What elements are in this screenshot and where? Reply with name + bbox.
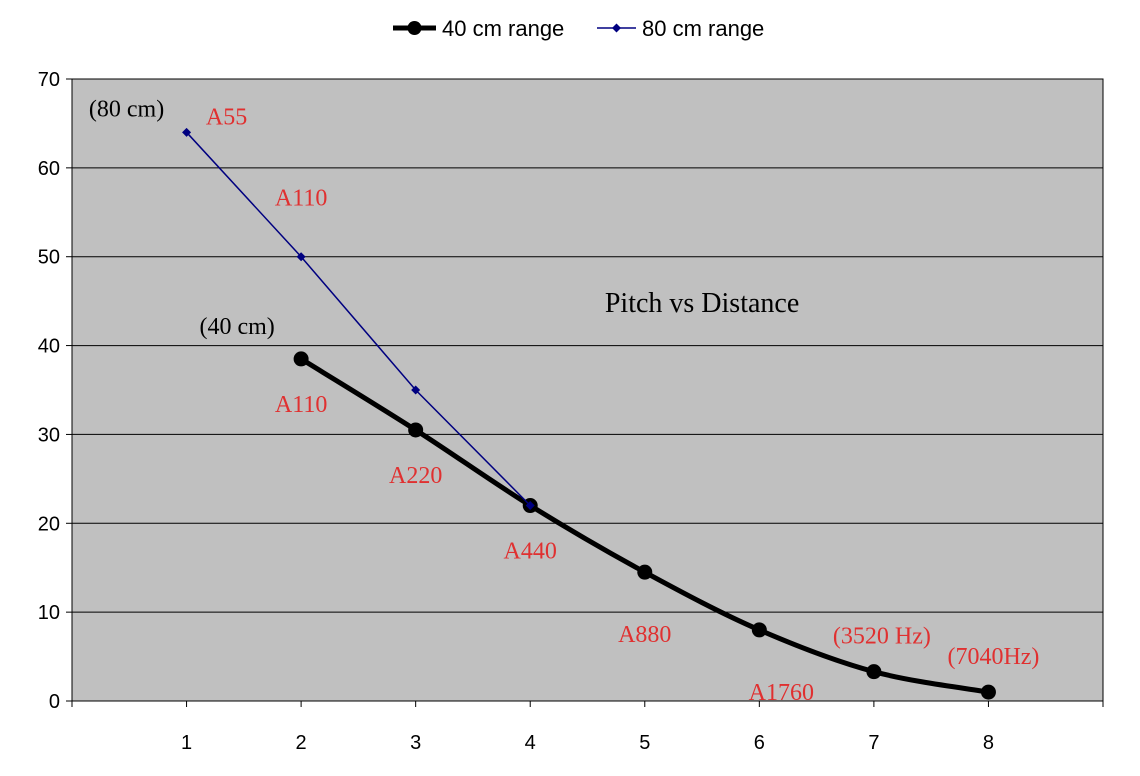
annotation-label: A110 — [275, 392, 327, 418]
legend: 40 cm range 80 cm range — [393, 16, 764, 41]
y-tick-label: 10 — [38, 602, 60, 624]
series-1 — [182, 127, 535, 511]
x-tick-label: 3 — [410, 732, 421, 754]
y-axis-ticks: 0 10 20 30 40 50 60 70 — [38, 69, 72, 713]
annotation-label: A440 — [504, 539, 557, 565]
x-tick-label: 8 — [983, 732, 994, 754]
x-tick-label: 5 — [639, 732, 650, 754]
legend-label: 40 cm range — [442, 16, 564, 41]
x-tick-label: 2 — [296, 732, 307, 754]
y-tick-label: 50 — [38, 247, 60, 269]
plot-area — [71, 78, 1104, 702]
legend-item: 80 cm range — [597, 16, 764, 41]
annotation-label: A55 — [206, 104, 247, 130]
data-point — [411, 385, 421, 395]
annotations: (80 cm) A55 A110 (40 cm) A110 A220 A440 A880 A17… — [89, 96, 1040, 706]
x-tick-label: 4 — [525, 732, 536, 754]
annotation-label: (80 cm) — [89, 96, 164, 122]
data-point — [637, 564, 653, 580]
data-point — [182, 127, 192, 137]
data-point — [525, 501, 535, 511]
data-point — [408, 422, 424, 438]
data-point — [980, 684, 996, 700]
annotation-label: A220 — [389, 463, 442, 489]
axes — [71, 79, 1103, 702]
x-tick-label: 1 — [181, 732, 192, 754]
annotation-label: A1760 — [749, 680, 814, 706]
series-line — [186, 131, 531, 507]
x-axis-ticks: 1 2 3 4 5 6 7 8 — [71, 701, 1104, 754]
y-tick-label: 0 — [49, 691, 60, 713]
data-point — [293, 351, 309, 367]
y-tick-label: 20 — [38, 513, 60, 535]
y-tick-label: 70 — [38, 69, 60, 91]
chart-title: Pitch vs Distance — [605, 288, 799, 319]
data-point — [751, 622, 767, 638]
x-tick-label: 6 — [754, 732, 765, 754]
legend-label: 80 cm range — [642, 16, 764, 41]
y-tick-label: 40 — [38, 336, 60, 358]
series-0 — [293, 351, 996, 700]
x-tick-label: 7 — [868, 732, 879, 754]
gridlines — [72, 78, 1103, 613]
data-point — [866, 664, 882, 680]
data-point — [296, 252, 306, 262]
annotation-label: (3520 Hz) — [833, 624, 931, 650]
legend-item: 40 cm range — [393, 16, 564, 41]
annotation-label: A880 — [618, 622, 671, 648]
series-layer — [182, 127, 996, 700]
y-tick-label: 60 — [38, 158, 60, 180]
legend-marker — [612, 23, 621, 33]
annotation-label: (40 cm) — [199, 314, 274, 340]
y-tick-label: 30 — [38, 424, 60, 446]
legend-marker — [407, 21, 422, 35]
annotation-label: A110 — [275, 186, 327, 212]
annotation-label: (7040Hz) — [947, 644, 1039, 670]
